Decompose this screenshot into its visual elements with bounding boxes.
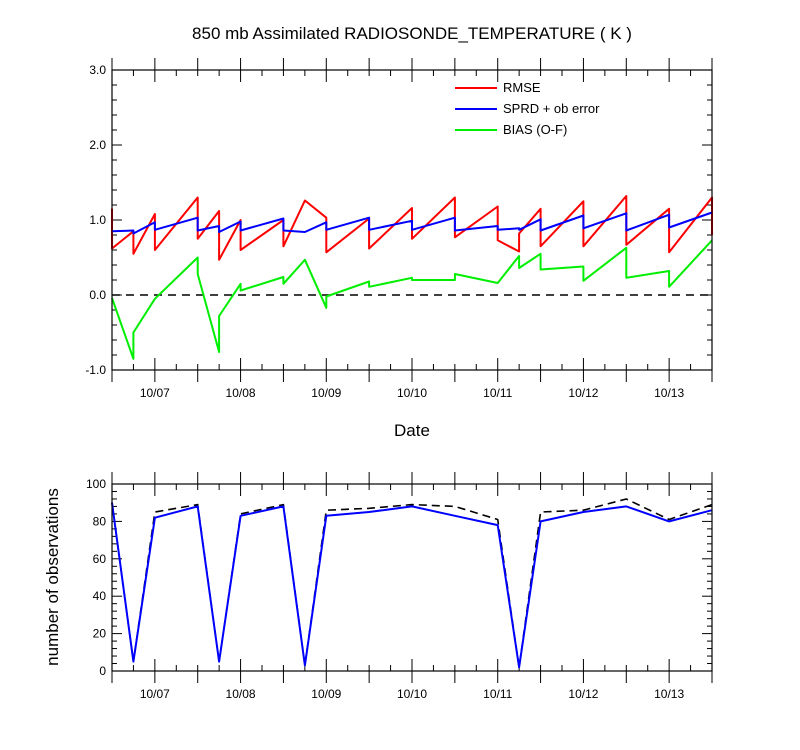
bottom-chart-frame — [111, 483, 713, 672]
y-tick-label: 100 — [86, 477, 106, 491]
x-tick-label: 10/09 — [311, 386, 341, 400]
series-line-possible-observations — [111, 498, 713, 669]
x-axis-title: Date — [394, 421, 430, 440]
x-tick-label: 10/11 — [483, 687, 512, 701]
top-chart-legend: RMSE SPRD + ob error BIAS (O-F) — [455, 80, 600, 137]
top-chart-frame — [111, 69, 713, 371]
series-line-bias-o-f — [111, 239, 713, 360]
x-tick-label: 10/11 — [483, 386, 512, 400]
y-tick-label: 60 — [93, 552, 107, 566]
top-chart-series — [111, 195, 713, 360]
x-tick-label: 10/12 — [568, 386, 598, 400]
series-line-rmse — [111, 195, 713, 261]
y-tick-label: 40 — [93, 589, 107, 603]
x-tick-label: 10/07 — [140, 386, 170, 400]
bottom-chart-series — [111, 498, 713, 669]
x-tick-label: 10/12 — [568, 687, 598, 701]
x-tick-label: 10/13 — [654, 386, 684, 400]
top-chart-axes: -1.0 0.0 1.0 2.0 3.0 10/07 10/08 10/09 10/10 10/1… — [85, 58, 713, 400]
x-tick-label: 10/10 — [397, 687, 427, 701]
y-tick-label: 80 — [93, 514, 107, 528]
series-line-assimilated-observations — [111, 502, 713, 669]
y-tick-label: 1.0 — [89, 213, 106, 227]
legend-label: SPRD + ob error — [503, 101, 600, 116]
legend-label: RMSE — [503, 80, 541, 95]
x-tick-label: 10/10 — [397, 386, 427, 400]
legend-label: BIAS (O-F) — [503, 122, 567, 137]
y-tick-label: 0.0 — [89, 288, 106, 302]
x-tick-label: 10/13 — [654, 687, 684, 701]
y-axis-title-observations: number of observations — [43, 488, 62, 666]
x-tick-label: 10/09 — [311, 687, 341, 701]
series-line-sprd-ob-error — [111, 211, 713, 235]
y-tick-label: -1.0 — [85, 363, 106, 377]
y-tick-label: 20 — [93, 627, 107, 641]
x-tick-label: 10/08 — [226, 386, 256, 400]
x-tick-label: 10/08 — [226, 687, 256, 701]
y-tick-label: 0 — [99, 664, 106, 678]
y-tick-label: 3.0 — [89, 63, 106, 77]
y-tick-label: 2.0 — [89, 138, 106, 152]
x-tick-label: 10/07 — [140, 687, 170, 701]
chart-title: 850 mb Assimilated RADIOSONDE_TEMPERATUR… — [192, 24, 632, 43]
